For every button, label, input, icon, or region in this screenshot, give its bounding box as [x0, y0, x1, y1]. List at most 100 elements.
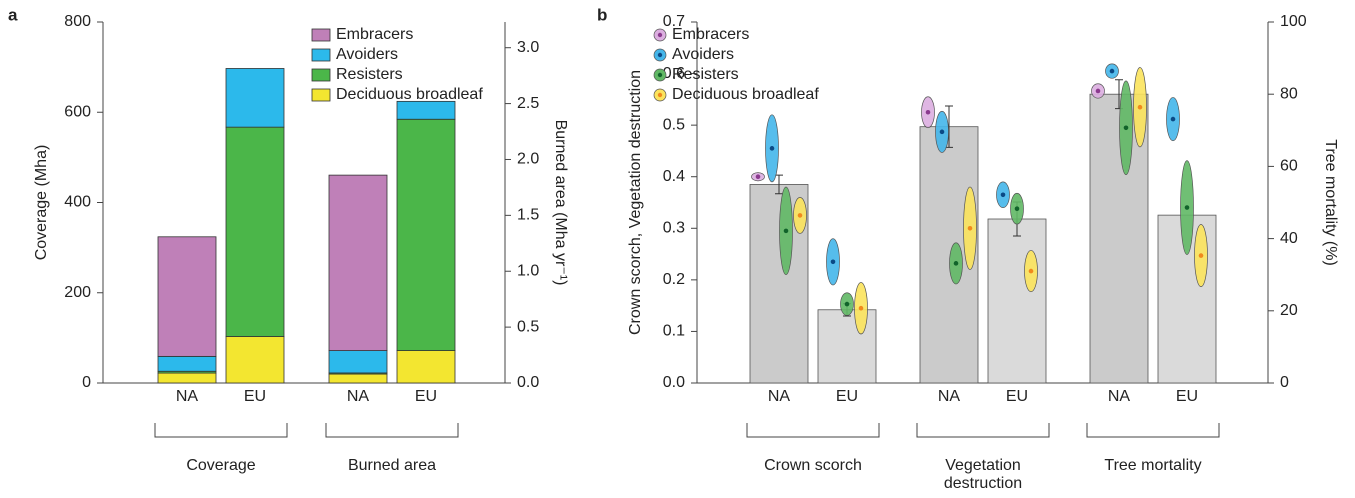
oval-dot	[830, 259, 836, 265]
legend-label: Deciduous broadleaf	[672, 86, 819, 103]
oval-dot	[755, 174, 761, 180]
group-label: Crown scorch	[764, 457, 862, 474]
legend-swatch	[311, 88, 331, 102]
y2-tick-label: 1.5	[517, 207, 539, 224]
oval-dot	[844, 301, 850, 307]
bar-segment	[225, 68, 285, 128]
oval-dot	[797, 213, 803, 218]
y-tick-label: 600	[64, 103, 91, 120]
y-tick-label: 0	[82, 374, 91, 391]
group-label: Tree mortality	[1104, 457, 1202, 474]
y-axis-title: Crown scorch, Vegetation destruction	[627, 70, 644, 335]
oval-dot	[858, 305, 864, 311]
y-tick-label: 0.0	[663, 374, 685, 391]
group-bracket	[154, 423, 288, 438]
legend-label: Resisters	[672, 66, 739, 83]
y-tick-label: 0.3	[663, 220, 685, 237]
y2-tick-label: 0.0	[517, 374, 539, 391]
oval-dot	[925, 109, 931, 115]
bar-segment	[157, 236, 217, 357]
x-tick-label: EU	[1176, 388, 1198, 405]
y-tick-label: 0.6	[663, 65, 685, 82]
y2-tick-label: 0.5	[517, 318, 539, 335]
y-tick-label: 800	[64, 13, 91, 30]
y-tick-label: 0.2	[663, 271, 685, 288]
legend-label: Avoiders	[672, 46, 734, 63]
y2-tick-label: 3.0	[517, 39, 539, 56]
legend-marker-dot	[657, 52, 663, 58]
bar-segment	[396, 118, 456, 351]
group-bracket	[325, 423, 459, 438]
group-label: Vegetation destruction	[943, 457, 1023, 492]
y-axis-title: Coverage (Mha)	[33, 145, 50, 261]
group-bracket	[1086, 423, 1220, 438]
oval-dot	[1095, 88, 1101, 94]
bar-segment	[157, 355, 217, 372]
oval-dot	[783, 228, 789, 234]
oval-dot	[939, 129, 945, 135]
y2-tick-label: 0	[1280, 374, 1289, 391]
group-bracket	[916, 423, 1050, 438]
x-tick-label: NA	[176, 388, 199, 405]
y-tick-label: 0.7	[663, 13, 685, 30]
legend-label: Avoiders	[336, 46, 398, 63]
oval-dot	[967, 225, 973, 231]
bar-segment	[328, 373, 388, 384]
y-tick-label: 0.1	[663, 323, 685, 340]
x-tick-label: EU	[415, 388, 437, 405]
oval-dot	[1170, 116, 1176, 122]
y2-tick-label: 20	[1280, 302, 1298, 319]
oval-dot	[1109, 68, 1115, 74]
oval-dot	[1028, 268, 1034, 274]
oval-dot	[1014, 206, 1020, 211]
x-tick-label: NA	[347, 388, 370, 405]
oval-dot	[1123, 125, 1129, 131]
legend-label: Embracers	[672, 26, 749, 43]
legend-marker-dot	[657, 32, 663, 38]
legend-marker-dot	[657, 72, 663, 78]
x-tick-label: NA	[768, 388, 791, 405]
panel-label: a	[8, 5, 18, 24]
bar	[817, 309, 877, 384]
x-tick-label: NA	[938, 388, 961, 405]
oval-dot	[1137, 104, 1143, 110]
legend-label: Resisters	[336, 66, 403, 83]
bar-segment	[396, 100, 456, 120]
bar-segment	[225, 126, 285, 337]
bar-segment	[328, 174, 388, 351]
group-label: Burned area	[347, 457, 437, 474]
x-tick-label: EU	[244, 388, 266, 405]
oval-dot	[1000, 192, 1006, 198]
y-tick-label: 0.5	[663, 116, 685, 133]
legend-marker-dot	[657, 92, 663, 98]
x-tick-label: EU	[1006, 388, 1028, 405]
y-tick-label: 400	[64, 194, 91, 211]
oval-dot	[1198, 253, 1204, 258]
y2-axis-title: Tree mortality (%)	[1322, 139, 1339, 266]
oval-dot	[769, 146, 775, 151]
group-bracket	[746, 423, 880, 438]
legend-label: Deciduous broadleaf	[336, 86, 483, 103]
oval-dot	[1184, 205, 1190, 210]
y2-tick-label: 60	[1280, 158, 1298, 175]
legend-swatch	[311, 28, 331, 42]
y2-tick-label: 2.5	[517, 95, 539, 112]
error-bar	[775, 174, 783, 195]
x-tick-label: NA	[1108, 388, 1131, 405]
bar-segment	[328, 350, 388, 374]
group-label: Coverage	[186, 457, 256, 474]
y2-tick-label: 2.0	[517, 151, 539, 168]
y2-tick-label: 40	[1280, 230, 1298, 247]
y2-tick-label: 1.0	[517, 262, 539, 279]
y-tick-label: 200	[64, 284, 91, 301]
legend-swatch	[311, 48, 331, 62]
bar-segment	[396, 350, 456, 384]
y-tick-label: 0.4	[663, 168, 685, 185]
x-tick-label: EU	[836, 388, 858, 405]
legend-label: Embracers	[336, 26, 413, 43]
bar-segment	[225, 336, 285, 384]
legend-swatch	[311, 68, 331, 82]
oval-dot	[953, 261, 959, 266]
